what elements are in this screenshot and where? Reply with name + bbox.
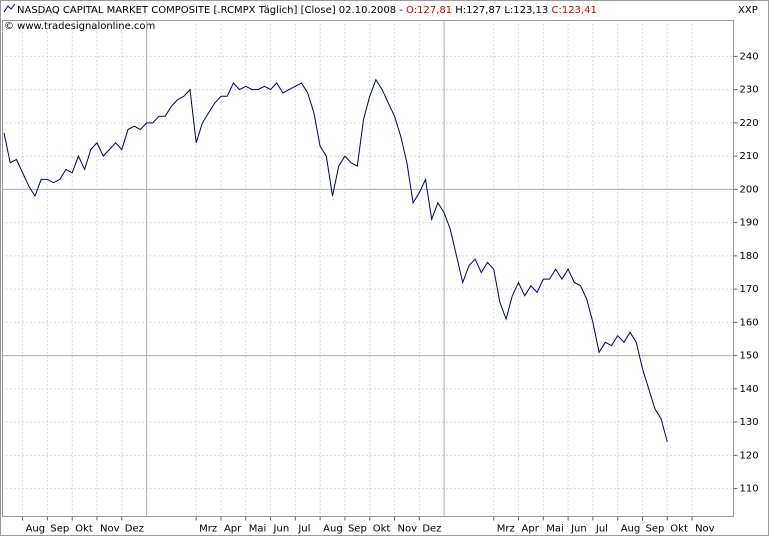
x-tick-label: Apr bbox=[522, 524, 540, 535]
copyright: © www.tradesignalonline.com bbox=[4, 21, 155, 32]
y-tick-label: 220 bbox=[740, 118, 759, 129]
x-tick-label: Aug bbox=[621, 524, 641, 535]
y-tick-label: 210 bbox=[740, 151, 759, 162]
x-tick-label: Okt bbox=[670, 524, 688, 535]
x-tick-label: Nov bbox=[398, 524, 418, 535]
x-tick-label: Aug bbox=[323, 524, 343, 535]
chart-title: NASDAQ CAPITAL MARKET COMPOSITE [.RCMPX … bbox=[17, 5, 403, 16]
x-tick-label: Dez bbox=[125, 524, 144, 535]
x-tick-label: Dez bbox=[422, 524, 441, 535]
y-tick-label: 160 bbox=[740, 317, 759, 328]
y-tick-label: 190 bbox=[740, 218, 759, 229]
header: NASDAQ CAPITAL MARKET COMPOSITE [.RCMPX … bbox=[17, 5, 597, 16]
x-tick-label: Mrz bbox=[497, 524, 515, 535]
plot-area bbox=[2, 20, 734, 517]
y-tick-label: 200 bbox=[740, 184, 759, 195]
x-tick-label: Apr bbox=[224, 524, 242, 535]
x-tick-label: Mai bbox=[249, 524, 267, 535]
x-tick-label: Nov bbox=[695, 524, 715, 535]
x-tick-label: Mai bbox=[546, 524, 564, 535]
high-low-label: H:127,87 L:123,13 bbox=[455, 5, 548, 16]
x-tick-label: Okt bbox=[373, 524, 391, 535]
x-tick-label: Mrz bbox=[199, 524, 217, 535]
x-tick-label: Sep bbox=[50, 524, 69, 535]
y-tick-label: 180 bbox=[740, 251, 759, 262]
x-tick-label: Jun bbox=[570, 524, 587, 535]
x-tick-label: Sep bbox=[645, 524, 664, 535]
y-tick-label: 110 bbox=[740, 484, 759, 495]
y-tick-label: 240 bbox=[740, 51, 759, 62]
x-tick-label: Sep bbox=[348, 524, 367, 535]
y-tick-label: 230 bbox=[740, 85, 759, 96]
x-tick-label: Aug bbox=[26, 524, 46, 535]
x-tick-label: Okt bbox=[75, 524, 93, 535]
y-tick-label: 140 bbox=[740, 384, 759, 395]
x-tick-label: Jul bbox=[297, 524, 310, 535]
axis-label: XXP bbox=[738, 5, 758, 16]
y-tick-label: 150 bbox=[740, 351, 759, 362]
close-label: C:123,41 bbox=[551, 5, 596, 16]
line-icon bbox=[3, 3, 16, 13]
open-label: O:127,81 bbox=[406, 5, 452, 16]
x-tick-label: Nov bbox=[100, 524, 120, 535]
x-tick-label: Jun bbox=[273, 524, 290, 535]
y-tick-label: 170 bbox=[740, 284, 759, 295]
y-tick-label: 130 bbox=[740, 417, 759, 428]
x-tick-label: Jul bbox=[595, 524, 608, 535]
price-line bbox=[3, 78, 668, 443]
y-tick-label: 120 bbox=[740, 450, 759, 461]
